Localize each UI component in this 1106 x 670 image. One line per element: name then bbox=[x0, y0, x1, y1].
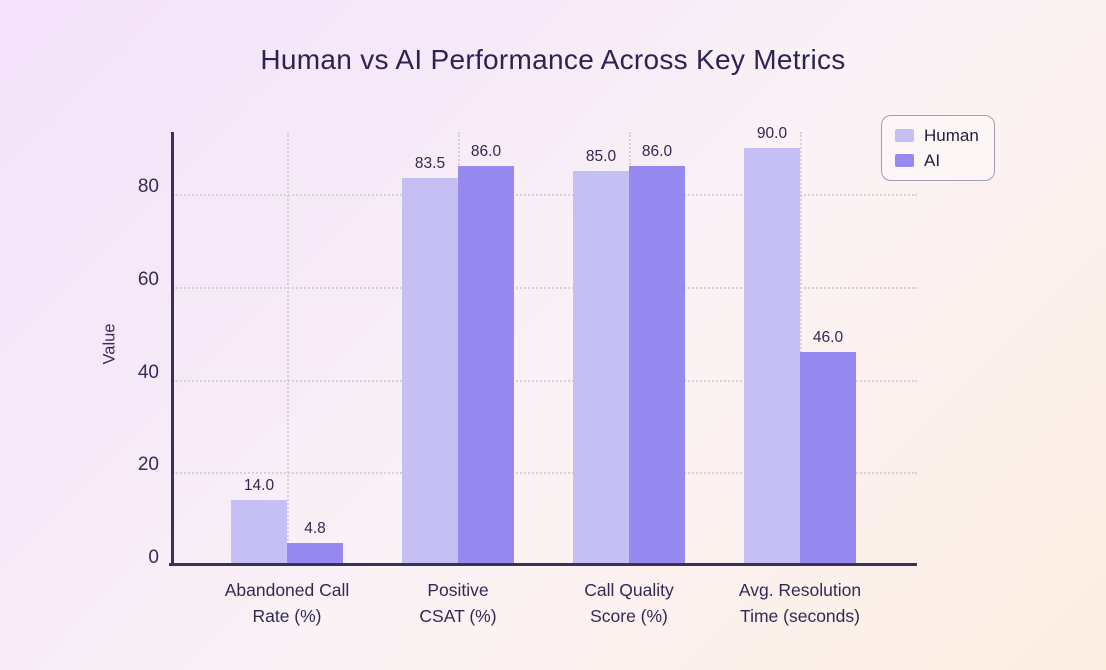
y-axis-label: Value bbox=[100, 323, 119, 365]
bar-value-label: 86.0 bbox=[470, 143, 502, 161]
bar-ai bbox=[287, 542, 343, 565]
y-tick-label: 60 bbox=[137, 268, 159, 290]
x-category-label: Positive CSAT (%) bbox=[419, 580, 497, 626]
bar-value-label: 46.0 bbox=[812, 328, 844, 346]
bar-human bbox=[744, 147, 800, 565]
bar-ai bbox=[800, 351, 856, 565]
x-category-label: Abandoned Call Rate (%) bbox=[224, 580, 350, 626]
bar-ai bbox=[458, 166, 514, 565]
gridline-horizontal bbox=[173, 286, 917, 289]
bar-value-label: 14.0 bbox=[243, 477, 275, 495]
gridline-horizontal bbox=[173, 379, 917, 382]
y-tick-label: 0 bbox=[148, 547, 159, 568]
legend-item-human: Human bbox=[895, 125, 979, 146]
gridline-horizontal bbox=[173, 194, 917, 197]
legend-label-ai: AI bbox=[924, 151, 941, 170]
x-category-label: Call Quality Score (%) bbox=[584, 580, 674, 626]
bar-human bbox=[231, 500, 287, 565]
bar-human bbox=[402, 177, 458, 565]
bar-human bbox=[573, 170, 629, 565]
gridline-vertical bbox=[800, 132, 802, 565]
y-axis-line bbox=[171, 132, 174, 565]
bar-value-label: 4.8 bbox=[304, 519, 326, 537]
bar-value-label: 85.0 bbox=[585, 147, 617, 165]
legend-label-human: Human bbox=[924, 126, 979, 145]
gridline-vertical bbox=[287, 132, 289, 565]
legend-item-ai: AI bbox=[895, 150, 979, 171]
legend-swatch-human bbox=[895, 129, 914, 142]
legend: Human AI bbox=[881, 115, 995, 181]
bar-value-label: 86.0 bbox=[641, 143, 673, 161]
y-tick-label: 20 bbox=[137, 454, 159, 476]
bar-value-label: 83.5 bbox=[414, 154, 446, 172]
bar-ai bbox=[629, 166, 685, 565]
gridline-horizontal bbox=[173, 472, 917, 475]
x-category-label: Avg. Resolution Time (seconds) bbox=[738, 580, 862, 626]
legend-swatch-ai bbox=[895, 154, 914, 167]
bar-value-label: 90.0 bbox=[756, 124, 788, 142]
x-axis-line bbox=[169, 563, 917, 566]
y-tick-label: 80 bbox=[137, 176, 159, 198]
chart-title: Human vs AI Performance Across Key Metri… bbox=[260, 44, 846, 75]
y-tick-label: 40 bbox=[137, 361, 159, 383]
plot-area: 0 20 40 60 80 14.0 4.8 Abandoned Call Rate (%) 8… bbox=[138, 125, 917, 626]
